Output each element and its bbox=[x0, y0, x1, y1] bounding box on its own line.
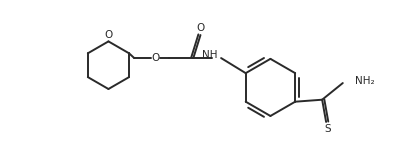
Text: O: O bbox=[151, 53, 160, 63]
Text: O: O bbox=[104, 30, 112, 40]
Text: O: O bbox=[196, 23, 204, 33]
Text: NH₂: NH₂ bbox=[355, 76, 374, 86]
Text: S: S bbox=[324, 124, 330, 134]
Text: NH: NH bbox=[201, 50, 217, 60]
